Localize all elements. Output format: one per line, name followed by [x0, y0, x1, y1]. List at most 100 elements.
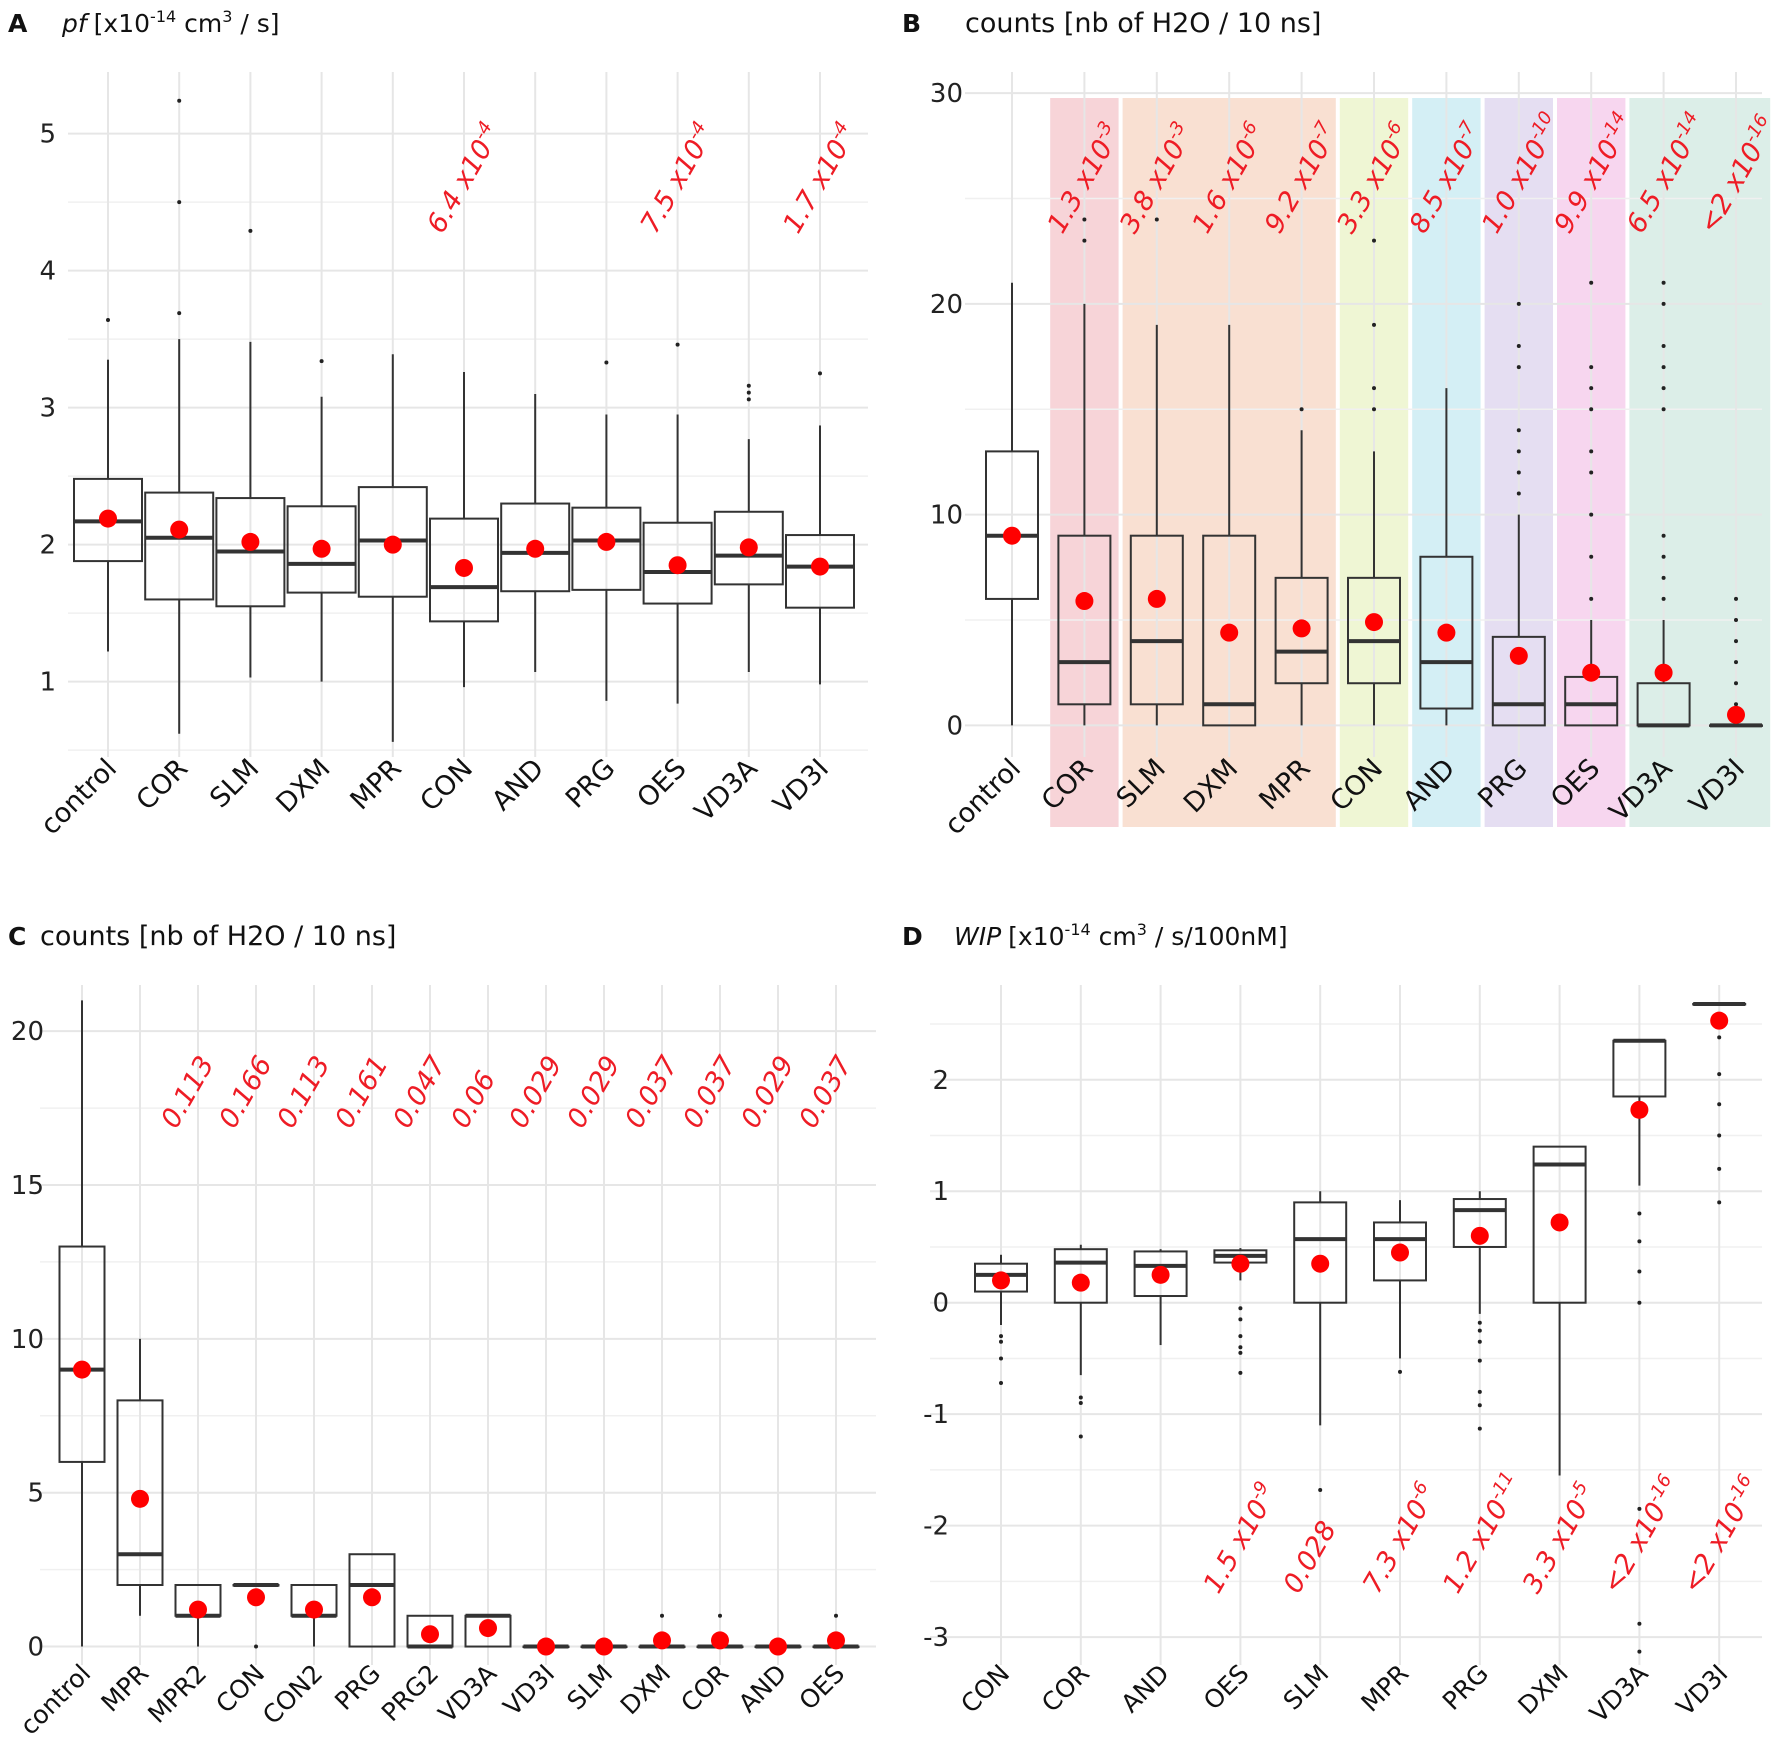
x-category-label: VD3I [1671, 1659, 1734, 1722]
outlier-point [1717, 1166, 1722, 1171]
x-category-label: VD3A [689, 753, 764, 828]
box-PRG [1452, 1191, 1507, 1431]
outlier-point [1154, 217, 1159, 222]
outlier-point [1661, 533, 1666, 538]
box-control [58, 1000, 106, 1647]
box-iqr [1202, 534, 1257, 727]
mean-point [1391, 1243, 1409, 1262]
outlier-point [1589, 365, 1594, 370]
x-category-label: control [35, 753, 123, 841]
outlier-point [1717, 1072, 1722, 1077]
box-iqr [500, 502, 571, 593]
box-VD3A [1612, 1038, 1667, 1654]
p-value-annotation: 0.029 [503, 1051, 568, 1133]
outlier-point [1637, 1269, 1642, 1274]
outlier-point [1477, 1339, 1482, 1344]
box-PRG2 [406, 1614, 454, 1649]
x-category-label: VD3A [1584, 1659, 1654, 1729]
mean-point [537, 1637, 555, 1656]
mean-point [1630, 1100, 1649, 1119]
p-value-annotation: <2 x10-16 [1594, 1471, 1688, 1599]
mean-point [1582, 663, 1601, 682]
outlier-point [746, 397, 751, 402]
p-value-annotation: 1.2 x10-11 [1434, 1468, 1529, 1599]
panel-a: A pf [x10-14 cm3 / s] 1 2 3 4 5 control COR SLM D… [8, 7, 868, 841]
box-iqr [713, 510, 784, 586]
mean-point [363, 1588, 381, 1607]
box-VD3I [522, 1637, 570, 1656]
outlier-point [1078, 1395, 1083, 1400]
mean-point [653, 1631, 671, 1650]
box-iqr [1274, 576, 1329, 685]
outlier-point [1516, 344, 1521, 348]
box-PRG [571, 360, 642, 701]
mean-point [1292, 619, 1311, 638]
box-iqr [1419, 555, 1474, 710]
outlier-point [1078, 1401, 1083, 1406]
y-tick-label: 0 [27, 1633, 44, 1663]
x-category-label: DXM [270, 753, 336, 819]
mean-point [1727, 705, 1745, 724]
mean-point [455, 558, 473, 577]
x-category-label: PRG [1437, 1659, 1494, 1716]
outlier-point [1637, 1239, 1642, 1244]
box-OES [812, 1613, 860, 1650]
x-category-label: SLM [561, 1659, 618, 1716]
x-category-label: OES [793, 1659, 850, 1716]
panel-c: C counts [nb of H2O / 10 ns] 0 5 10 15 20 con… [8, 921, 876, 1741]
box-AND [1133, 1249, 1188, 1346]
box-VD3A [713, 383, 784, 673]
x-category-label: AND [486, 753, 550, 817]
panel-b-title: counts [nb of H2O / 10 ns] [965, 8, 1321, 39]
box-VD3I [1709, 596, 1763, 728]
p-value-annotation: 0.06 [445, 1066, 502, 1134]
plot-a: 1 2 3 4 5 control COR SLM DXM MPR CON AND PRG OESVD3A… [35, 72, 868, 841]
p-value-annotation: <2 x10-16 [1674, 1471, 1768, 1599]
outlier-point [1589, 280, 1594, 285]
outlier-point [254, 1644, 258, 1649]
panel-a-title: pf [x10-14 cm3 / s] [61, 7, 280, 38]
outlier-point [1477, 1358, 1482, 1363]
x-category-label: MPR [345, 753, 408, 816]
box-iqr [1373, 1221, 1427, 1282]
outlier-point [1372, 238, 1376, 243]
mean-point [1470, 1226, 1489, 1245]
outlier-point [1477, 1328, 1482, 1333]
p-value-annotation: 0.029 [735, 1051, 800, 1133]
outlier-point [1589, 449, 1594, 454]
y-tick-label: 2 [39, 531, 56, 561]
panel-b-letter: B [902, 9, 921, 38]
outlier-point [1589, 386, 1594, 391]
panel-b: B counts [nb of H2O / 10 ns] 0 10 20 30 cont… [902, 8, 1772, 841]
outlier-point [1734, 660, 1738, 665]
p-value-annotation: 0.166 [213, 1051, 278, 1133]
mean-point [739, 538, 758, 557]
box-OES [1564, 280, 1619, 727]
y-tick-label: 1 [932, 1177, 949, 1207]
box-iqr [348, 1553, 396, 1648]
outlier-point [1082, 217, 1087, 222]
outlier-point [1516, 449, 1521, 454]
box-CON [974, 1254, 1028, 1385]
outlier-point [1717, 1200, 1722, 1205]
outlier-point [999, 1339, 1003, 1344]
mean-point [992, 1271, 1010, 1290]
box-iqr [1491, 635, 1546, 727]
box-DXM [1202, 324, 1257, 727]
outlier-point [1299, 407, 1304, 412]
mean-point [1071, 1273, 1090, 1292]
y-tick-label: 20 [11, 1017, 44, 1047]
mean-point [312, 539, 331, 558]
outlier-point [718, 1613, 722, 1618]
mean-point [1509, 646, 1528, 665]
x-category-label: AND [733, 1659, 792, 1718]
mean-point [305, 1600, 323, 1619]
box-COR [1053, 1244, 1108, 1439]
outlier-point [1589, 596, 1594, 601]
x-category-label: MPR [1356, 1659, 1415, 1718]
box-CON2 [290, 1584, 338, 1647]
box-DXM [286, 359, 357, 682]
x-category-label: DXM [615, 1659, 676, 1720]
x-category-label: SLM [1278, 1659, 1335, 1716]
